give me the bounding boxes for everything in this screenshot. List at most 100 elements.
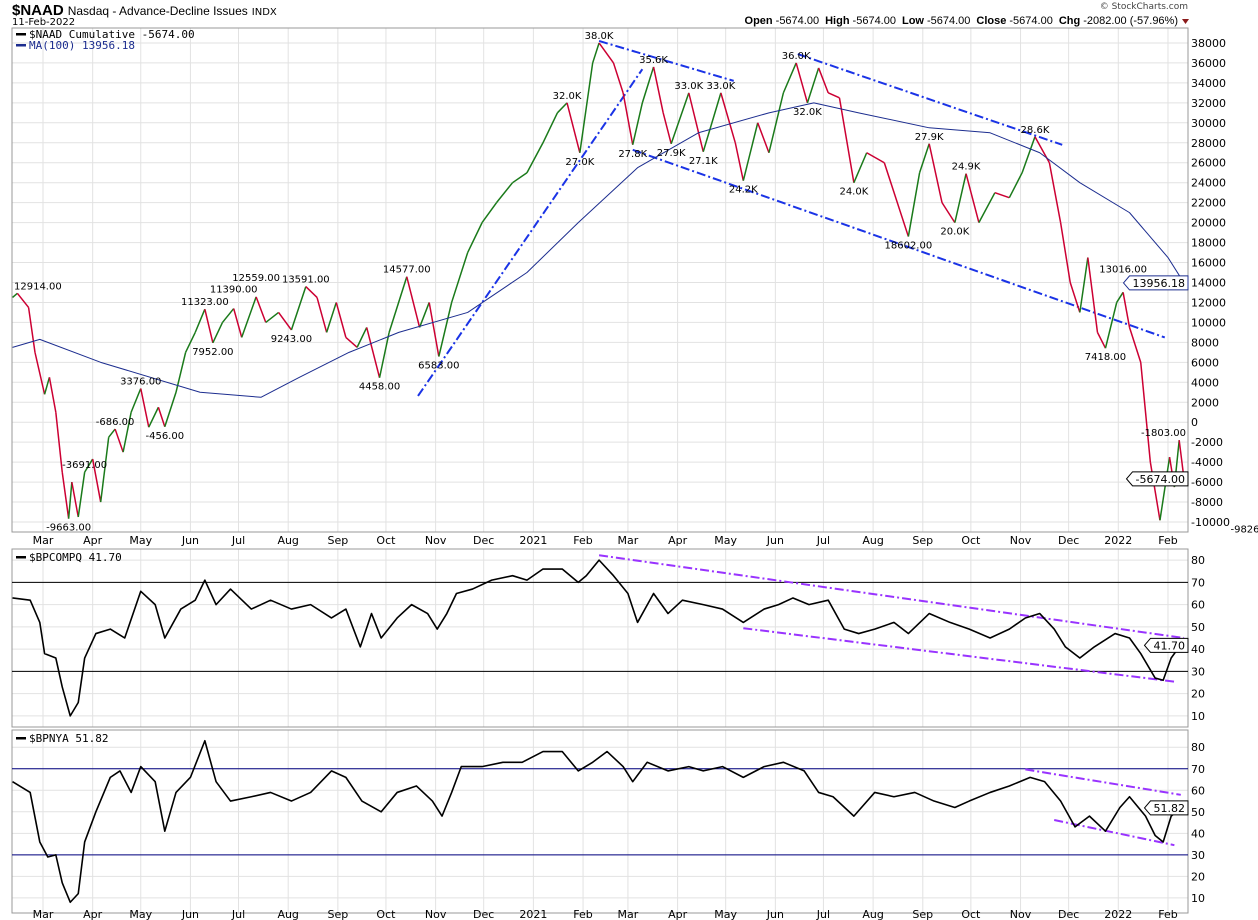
price-annotation: -456.00 xyxy=(145,431,184,442)
x-tick-label: May xyxy=(129,534,152,547)
price-segment xyxy=(918,143,930,173)
y-tick-label: 70 xyxy=(1191,576,1205,589)
y-tick-label: 40 xyxy=(1191,643,1205,656)
panel-frame xyxy=(11,729,1189,914)
price-annotation: -9663.00 xyxy=(46,523,91,534)
x-tick-label: Jun xyxy=(181,534,199,547)
price-segment xyxy=(99,437,110,503)
y-tick-label: 16000 xyxy=(1191,257,1226,270)
x-tick-label: Apr xyxy=(83,534,103,547)
x-tick-label: 2021 xyxy=(519,908,547,920)
last-value-text: 51.82 xyxy=(1154,802,1186,815)
ohlc-value: -5674.00 xyxy=(853,15,896,27)
price-segment xyxy=(795,62,809,104)
x-tick-label: Oct xyxy=(961,534,981,547)
price-segment xyxy=(356,327,368,348)
price-segment xyxy=(1149,462,1161,521)
price-segment xyxy=(335,302,347,338)
price-annotation: 3376.00 xyxy=(120,377,161,388)
price-segment xyxy=(157,407,166,428)
x-tick-label: Nov xyxy=(1010,908,1032,920)
price-segment xyxy=(1048,162,1062,223)
y-tick-label: -4000 xyxy=(1191,456,1223,469)
x-tick-label: Feb xyxy=(573,908,592,920)
ohlc-value: -5674.00 xyxy=(1009,15,1052,27)
x-tick-label: Sep xyxy=(912,534,933,547)
x-tick-label: Jun xyxy=(766,908,784,920)
price-segment xyxy=(16,292,30,308)
last-value-tag: 13956.18 xyxy=(1122,275,1189,291)
price-annotation: 6583.00 xyxy=(418,361,459,372)
ohlc-key: Close xyxy=(976,15,1006,27)
x-tick-label: Aug xyxy=(862,908,883,920)
price-segment xyxy=(265,311,280,324)
x-tick-label: Dec xyxy=(1058,908,1079,920)
ohlc-readout: Open -5674.00 High -5674.00 Low -5674.00 Close… xyxy=(745,15,1178,27)
price-segment xyxy=(378,332,390,378)
x-tick-label: Oct xyxy=(376,908,396,920)
ohlc-value: -5674.00 xyxy=(776,15,819,27)
price-segment xyxy=(305,286,318,299)
price-segment xyxy=(277,311,292,331)
price-annotation: 32.0K xyxy=(793,107,822,118)
price-segment xyxy=(43,377,51,395)
price-segment xyxy=(438,302,453,357)
y-tick-label: -2000 xyxy=(1191,436,1223,449)
ma-100-line xyxy=(12,102,1185,398)
price-segment xyxy=(768,92,785,153)
x-tick-label: Sep xyxy=(912,908,933,920)
price-segment xyxy=(232,308,243,338)
price-segment xyxy=(702,92,722,152)
ohlc-key: Chg xyxy=(1059,15,1080,27)
x-tick-label: Mar xyxy=(618,534,639,547)
price-segment xyxy=(466,222,483,253)
price-annotation: 18602.00 xyxy=(885,241,933,252)
price-annotation: 12559.00 xyxy=(232,273,280,284)
index-name: Nasdaq - Advance-Decline Issues xyxy=(68,4,248,18)
price-segment xyxy=(1096,332,1107,349)
price-segment xyxy=(734,142,745,181)
price-segment xyxy=(1021,136,1036,173)
price-segment xyxy=(866,152,885,164)
x-tick-label: May xyxy=(714,534,737,547)
price-segment xyxy=(108,428,116,438)
price-segment xyxy=(148,406,160,428)
last-value-box xyxy=(1143,637,1189,653)
price-segment xyxy=(652,66,664,113)
x-tick-label: May xyxy=(714,908,737,920)
x-tick-label: Aug xyxy=(277,908,298,920)
x-tick-label: Jul xyxy=(231,534,245,547)
price-segment xyxy=(757,122,770,154)
y-tick-label: 50 xyxy=(1191,621,1205,634)
last-value-box xyxy=(1122,275,1189,291)
y-tick-label: 50 xyxy=(1191,806,1205,819)
price-annotation: 33.0K xyxy=(706,81,735,92)
x-tick-label: Mar xyxy=(33,534,54,547)
price-annotation: 38.0K xyxy=(585,31,614,42)
price-segment xyxy=(994,191,1010,199)
panel-bpcompq: 10 20 30 40 50 60 70 80 $BPCOMPQ 41.70 41.70 xyxy=(11,548,1205,728)
y-tick-label: 80 xyxy=(1191,554,1205,567)
price-segment xyxy=(806,67,820,104)
last-value-text: 41.70 xyxy=(1154,639,1186,652)
price-segment xyxy=(941,202,956,224)
price-segment xyxy=(406,276,421,328)
bpcompq-line xyxy=(12,559,1185,717)
price-segment xyxy=(1069,282,1081,313)
price-segment xyxy=(481,202,498,224)
price-annotation: 32.0K xyxy=(553,91,582,102)
price-segment xyxy=(622,92,634,145)
price-segment xyxy=(55,412,63,473)
panel-frame xyxy=(11,27,1189,533)
trendline xyxy=(598,554,1185,639)
price-segment xyxy=(978,192,996,223)
y-tick-label: 30000 xyxy=(1191,117,1226,130)
x-tick-label: Nov xyxy=(1010,534,1032,547)
y-tick-label: 6000 xyxy=(1191,356,1219,369)
price-segment xyxy=(194,308,206,333)
x-tick-label: Mar xyxy=(618,908,639,920)
chart-layers: -10000 -8000 -6000 -4000 -2000 0 2000 4000 6000 8… xyxy=(11,27,1258,920)
y-tick-label: 20 xyxy=(1191,870,1205,883)
trendline xyxy=(417,68,644,397)
